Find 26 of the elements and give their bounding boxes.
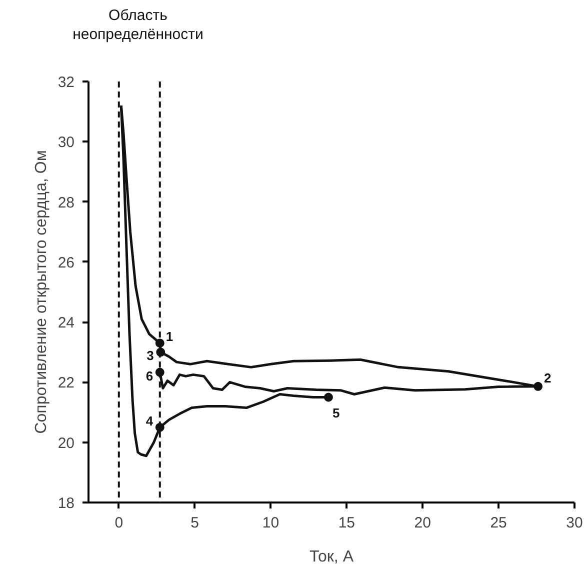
x-tick-label: 0 <box>114 514 124 532</box>
x-tick-label: 5 <box>190 514 199 532</box>
y-tick-label: 32 <box>58 74 75 91</box>
point <box>534 382 543 391</box>
x-tick-label: 10 <box>262 514 280 532</box>
y-tick-label: 20 <box>58 434 75 452</box>
annotation: 6 <box>146 368 154 384</box>
point <box>324 392 333 402</box>
x-tick-label: 25 <box>490 514 507 532</box>
x-tick-label: 15 <box>338 514 356 532</box>
y-axis-title: Сопротивление открытого сердца, Ом <box>32 150 50 434</box>
y-tick-label: 26 <box>58 254 75 272</box>
x-tick-label: 20 <box>414 514 431 532</box>
annotation: 3 <box>146 348 154 364</box>
annotation: 4 <box>146 413 154 428</box>
y-tick-label: 18 <box>58 495 75 512</box>
x-axis-title: Ток, А <box>310 548 354 566</box>
y-tick-label: 28 <box>58 194 75 212</box>
text: Область неопределённости <box>72 6 204 44</box>
y-tick-label: 24 <box>58 314 75 332</box>
annotation: 5 <box>332 405 340 420</box>
x-tick-label: 30 <box>566 514 583 532</box>
y-tick-label: 22 <box>58 374 75 392</box>
annotation: 2 <box>544 370 552 386</box>
annotation: 1 <box>166 329 174 344</box>
y-tick-label: 30 <box>58 134 75 152</box>
